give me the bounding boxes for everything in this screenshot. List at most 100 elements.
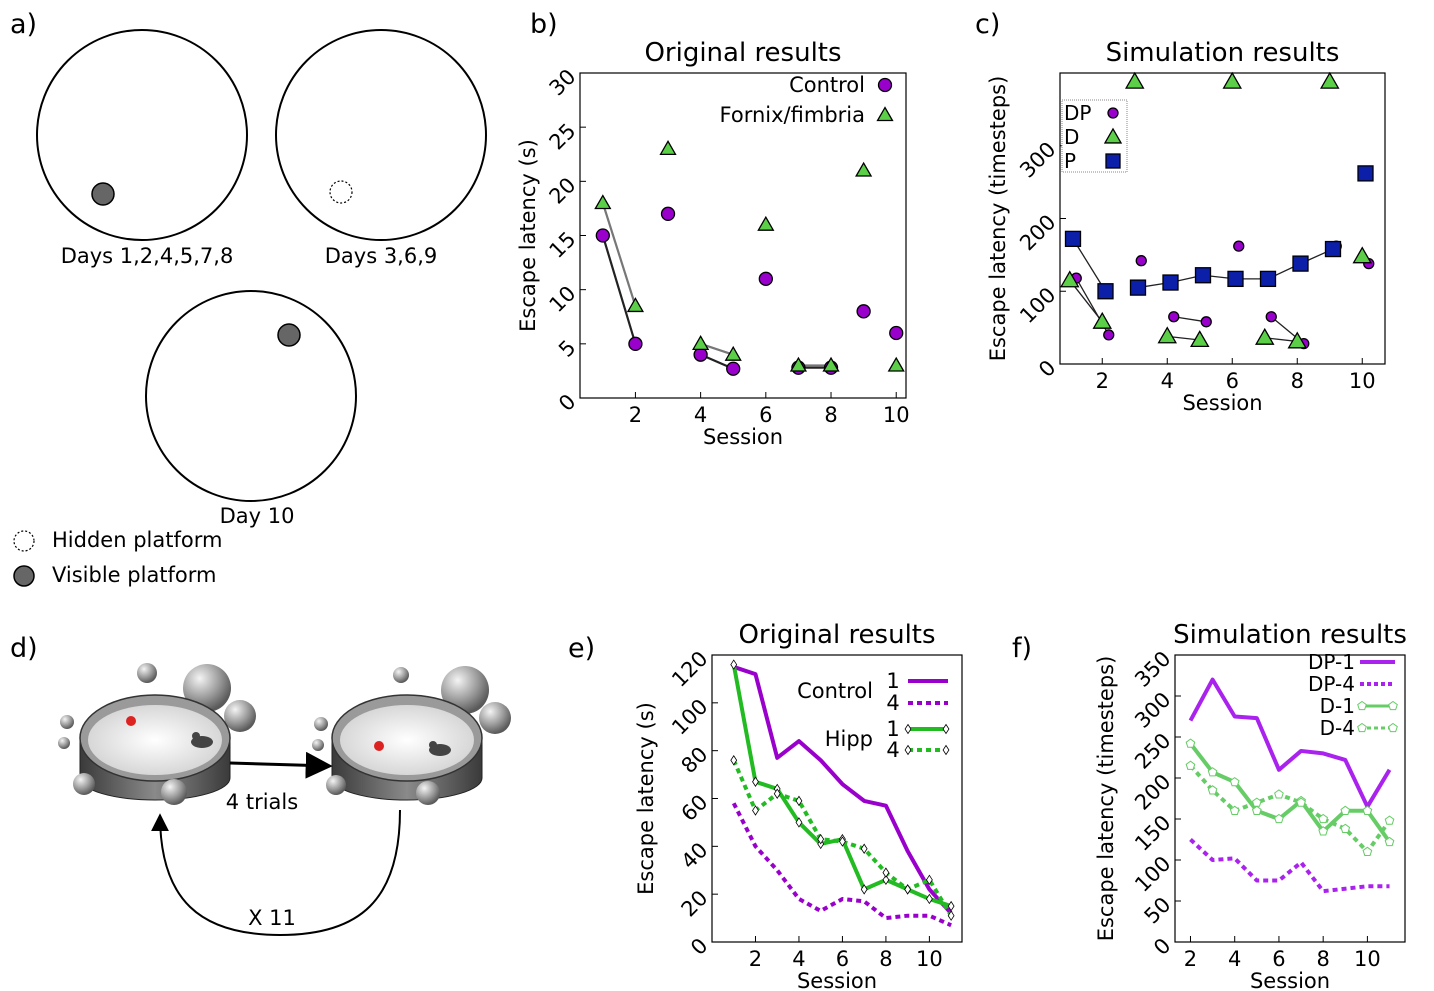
x-tick-label: 6 [1226,369,1239,393]
data-point-square [1194,267,1212,284]
series-line [731,759,953,917]
data-point-diamond [860,884,868,895]
legend-marker [942,744,950,756]
data-point-diamond [882,867,890,878]
y-tick-label: 250 [1130,729,1175,774]
data-point-pentagon [1384,836,1395,847]
series-line [733,665,953,915]
y-tick-label: 20 [677,886,713,922]
hidden-platform-legend: Hidden platform [52,528,222,552]
x-axis-label: Session [1182,391,1262,415]
y-tick-label: 60 [677,790,713,826]
x-tick-label: 4 [1161,369,1174,393]
y-tick-label: 5 [554,335,580,361]
legend-label: DP-1 [1308,650,1355,674]
chart-title: Simulation results [1106,38,1340,68]
repeat-arrow [151,809,401,937]
hidden-platform-marker [329,180,353,204]
plot-frame [1174,654,1406,943]
x-axis-label: Session [797,969,877,991]
data-point-pentagon [1340,823,1351,833]
visible-platform-legend: Visible platform [52,563,217,587]
x-axis-label: Session [1250,969,1330,991]
legend-marker [1357,722,1367,733]
data-point-circle [758,271,773,286]
legend-marker [904,723,912,735]
data-point-diamond [904,884,912,895]
legend-marker [1105,153,1121,169]
data-point-triangle [594,194,612,210]
series-line [1188,677,1392,809]
data-point-diamond [752,805,759,816]
legend-label: D-4 [1320,716,1355,740]
data-point-pentagon [1296,797,1306,807]
data-point-triangle [1222,71,1242,89]
hidden-platform-legend-icon [13,530,35,552]
data-point-pentagon [1207,785,1218,795]
data-point-square [1129,279,1147,296]
legend-marker [1107,107,1119,119]
y-tick-label: 0 [1034,356,1060,382]
data-point-square [1324,240,1342,258]
data-point-diamond [795,795,803,807]
y-tick-label: 20 [545,173,581,209]
data-point-square [1357,165,1374,182]
x-axis-label: Session [703,425,783,449]
data-point-diamond [817,833,825,845]
connector-line [601,235,637,345]
y-axis-label: Escape latency (timesteps) [1094,656,1118,942]
data-point-triangle [855,161,873,177]
y-axis-label: Escape latency (s) [516,139,540,332]
visible-platform-marker [91,182,115,206]
distal-cue-ball [224,700,256,732]
panel-letter: f) [1012,633,1032,664]
chart-title: Original results [738,620,935,650]
chart-title: Simulation results [1173,620,1407,650]
days-label-2: Days 3,6,9 [325,244,438,268]
data-point-pentagon [1318,813,1329,824]
legend-marker [1103,127,1123,144]
x-tick-label: 2 [749,947,762,971]
rat-head [429,741,437,749]
visible-platform-marker-day10 [277,323,301,347]
data-point-triangle [1255,327,1275,345]
x-tick-label: 10 [1349,369,1376,393]
distal-cue-ball [183,664,231,712]
data-point-circle [1233,240,1245,252]
y-tick-label: 200 [1015,210,1060,255]
data-point-diamond [730,754,738,766]
data-point-pentagon [1318,826,1329,836]
x-tick-label: 2 [629,403,642,427]
legend-marker [1388,722,1398,733]
distal-cue-ball [326,775,346,795]
data-point-pentagon [1362,846,1373,856]
data-point-circle [1103,329,1115,341]
data-point-diamond [860,843,868,854]
y-tick-label: 120 [667,647,712,692]
days-label-3: Day 10 [220,504,295,528]
series-line [1189,838,1390,894]
distal-cue-ball [60,715,74,729]
connector-line [1072,238,1107,292]
data-point-circle [1135,255,1147,267]
x-tick-label: 6 [1272,947,1285,971]
data-point-pentagon [1384,815,1395,825]
series-line [731,802,952,928]
chart-title: Original results [644,38,841,68]
x-tick-label: 8 [1316,947,1329,971]
data-point-triangle [1320,71,1340,89]
y-tick-label: 15 [545,227,581,263]
data-point-pentagon [1229,805,1240,815]
data-point-triangle [1190,330,1210,348]
x-tick-label: 10 [883,403,910,427]
data-point-triangle [626,297,645,313]
series-line [1188,742,1392,844]
panel-letter: e) [568,633,595,664]
data-point-triangle [659,140,677,156]
legend-marker [876,106,894,122]
legend-marker [1357,700,1367,711]
legend-label: D-1 [1320,694,1355,718]
platform-dot [126,716,136,726]
data-point-circle [1265,311,1277,323]
x-tick-label: 4 [694,403,707,427]
